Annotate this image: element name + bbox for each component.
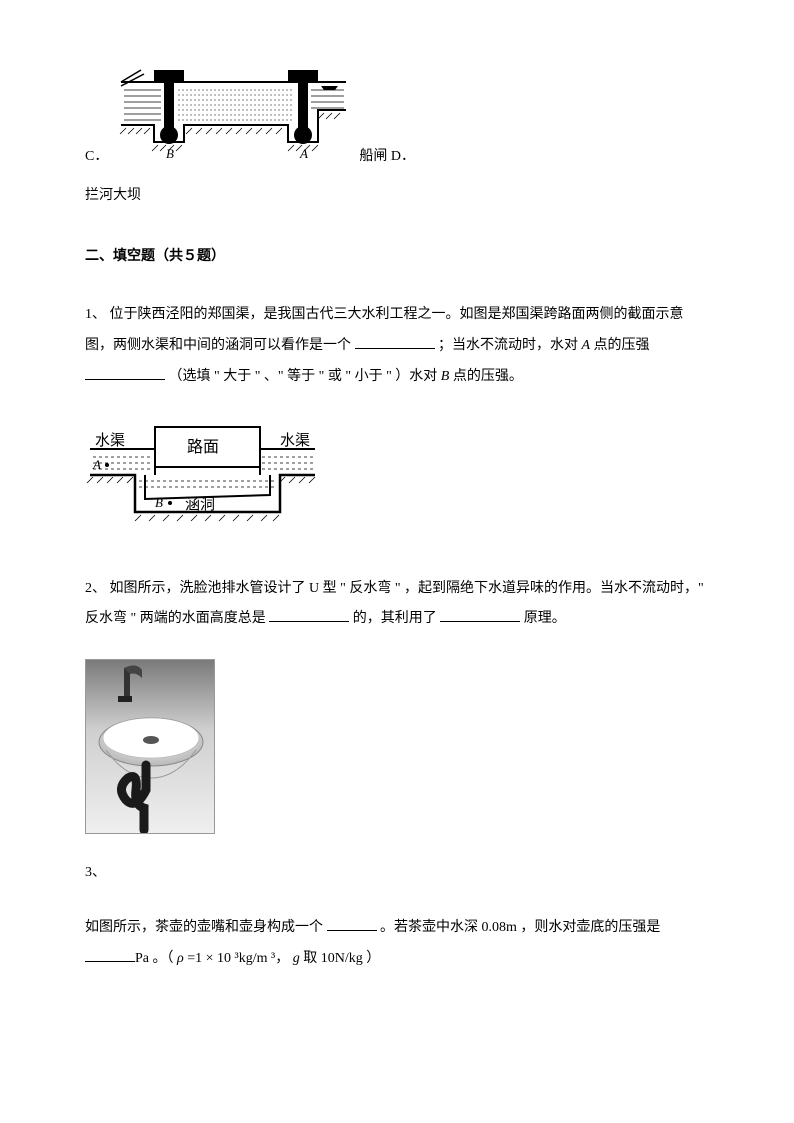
svg-text:水渠: 水渠: [280, 432, 310, 449]
q3-text-d: =1 × 10 ³kg/m ³，: [184, 951, 293, 966]
q3-blank-2[interactable]: [85, 948, 135, 962]
q3-text-b: 。若茶壶中水深 0.08m ，则水对壶底的压强是: [377, 920, 661, 935]
q3-rho: ρ: [177, 951, 184, 966]
q3-text-a: 如图所示，茶壶的壶嘴和壶身构成一个: [85, 920, 327, 935]
q1-blank-1[interactable]: [355, 335, 435, 349]
q2-photo: [85, 659, 709, 834]
q1-italic-a: A: [582, 338, 591, 353]
question-1: 1、 位于陕西泾阳的郑国渠，是我国古代三大水利工程之一。如图是郑国渠跨路面两侧的…: [85, 300, 709, 392]
q3-text-e: 取 10N/kg ）: [300, 951, 381, 966]
q1-text-b: ；当水不流动时，水对: [435, 338, 582, 353]
q1-blank-2[interactable]: [85, 366, 165, 380]
q3-g: g: [293, 951, 300, 966]
last-option-line: 拦河大坝: [85, 181, 709, 212]
svg-text:涵洞: 涵洞: [185, 496, 215, 513]
ship-lock-diagram: B A: [116, 60, 351, 173]
svg-text:水渠: 水渠: [95, 432, 125, 449]
svg-text:B: B: [166, 146, 174, 160]
q1-diagram: 水渠 水渠 路面 A B 涵洞: [85, 417, 709, 550]
svg-text:路面: 路面: [187, 438, 219, 456]
q2-blank-1[interactable]: [269, 608, 349, 622]
option-c-row: C．: [85, 60, 709, 173]
svg-text:B: B: [155, 495, 163, 510]
option-c-label: C．: [85, 142, 108, 173]
q2-blank-2[interactable]: [440, 608, 520, 622]
q1-text-e: 点的压强。: [449, 369, 523, 384]
question-3-body: 如图所示，茶壶的壶嘴和壶身构成一个 。若茶壶中水深 0.08m ，则水对壶底的压…: [85, 913, 709, 975]
q2-text-b: 的，其利用了: [349, 611, 440, 626]
question-2: 2、 如图所示，洗脸池排水管设计了 U 型 " 反水弯 " ，起到隔绝下水道异味…: [85, 574, 709, 636]
q3-text-c: Pa 。（: [135, 951, 177, 966]
option-c-after: 船闸 D．: [359, 142, 415, 173]
section-2-title: 二、填空题（共５题）: [85, 242, 709, 273]
q2-text-c: 原理。: [520, 611, 566, 626]
svg-text:A: A: [92, 457, 101, 472]
q1-text-d: （选填 " 大于 " 、" 等于 " 或 " 小于 " ）水对: [165, 369, 441, 384]
q3-blank-1[interactable]: [327, 917, 377, 931]
svg-text:A: A: [299, 146, 308, 160]
question-3-num: 3、: [85, 858, 709, 889]
q1-text-c: 点的压强: [590, 338, 650, 353]
